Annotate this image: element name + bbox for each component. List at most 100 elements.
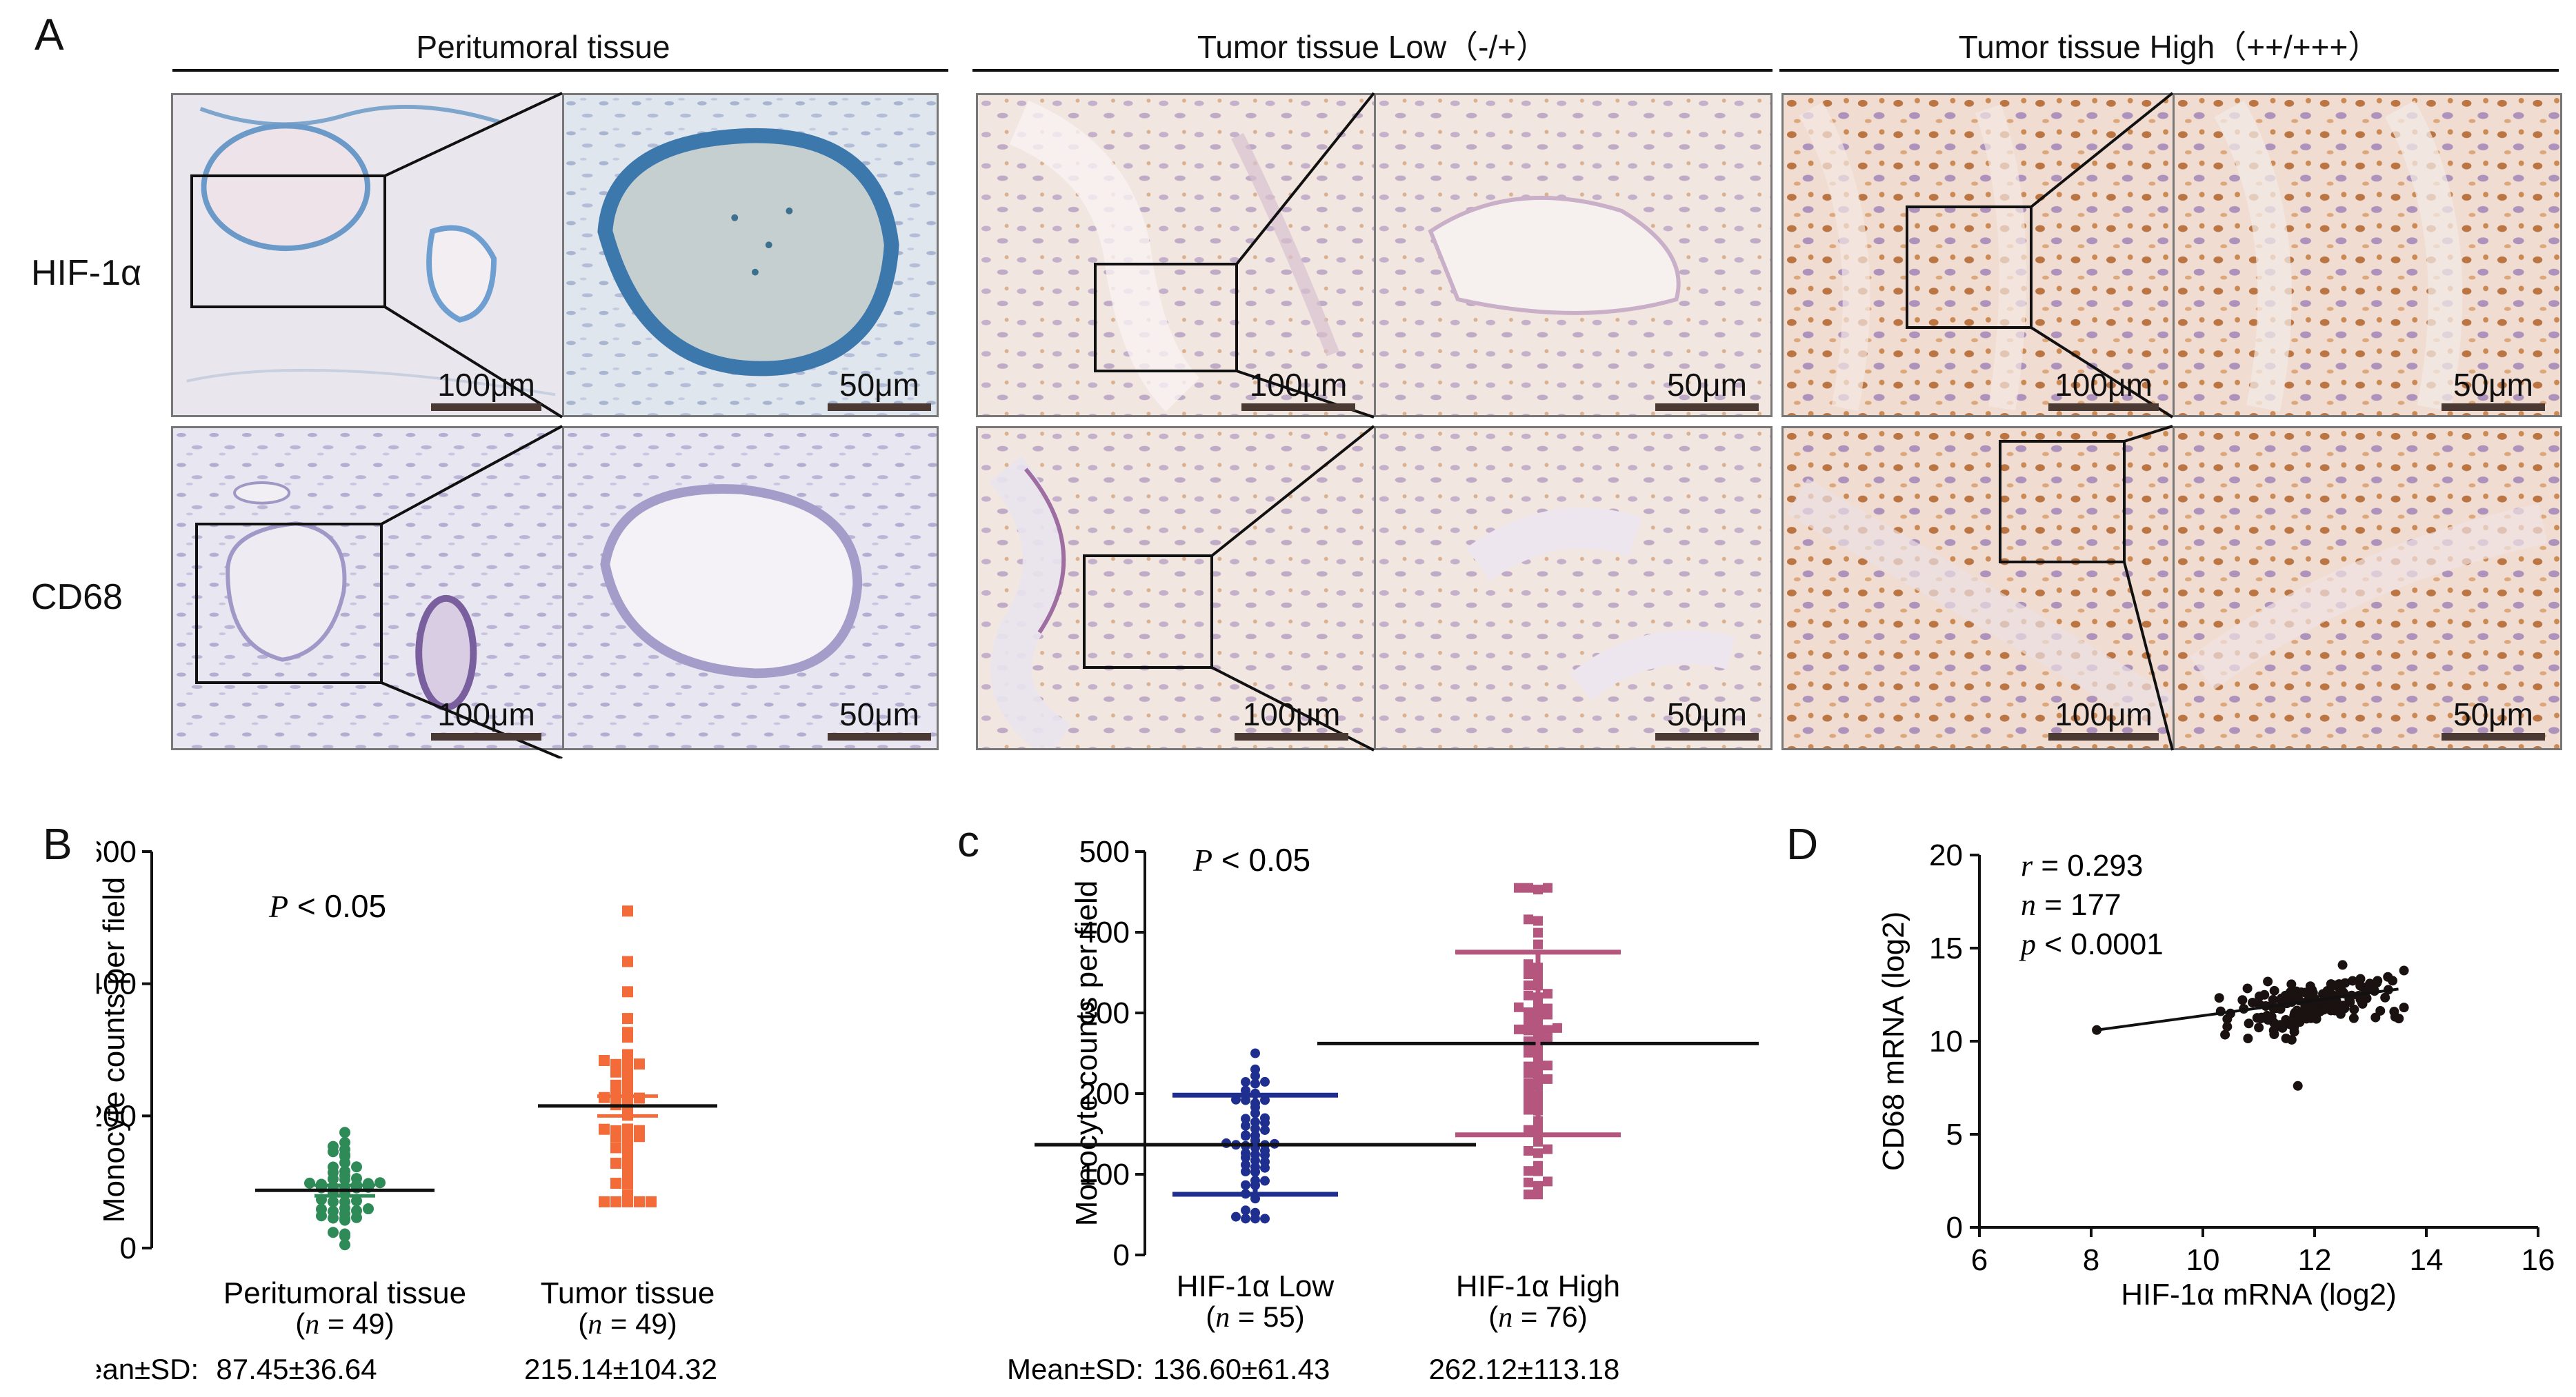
panel-b-letter: B: [43, 819, 72, 869]
data-point: [339, 1127, 350, 1138]
data-point: [1241, 1095, 1250, 1105]
series-points-0: [1221, 1048, 1279, 1224]
data-point: [1260, 1176, 1270, 1186]
data-point: [2259, 989, 2270, 1000]
scale-bar-label: 100μm: [437, 367, 535, 403]
zoom-connector: [2124, 425, 2173, 443]
data-point: [2244, 1018, 2254, 1029]
data-point: [1533, 1136, 1543, 1147]
data-point: [599, 1196, 610, 1207]
y-tick-label: 20: [1929, 838, 1963, 872]
data-point: [1514, 883, 1524, 893]
data-point: [1241, 1205, 1250, 1216]
data-point: [622, 1013, 633, 1025]
micrograph-high-hif-overview: [1781, 93, 2175, 417]
category-label: Peritumoral tissue: [223, 1276, 466, 1310]
stat-annotation: n = 177: [2021, 888, 2121, 922]
y-axis-label: Monocyte counts per field: [97, 877, 131, 1223]
n-label: (n = 49): [578, 1307, 677, 1340]
y-tick-label: 15: [1929, 932, 1963, 965]
data-point: [2266, 1012, 2277, 1022]
data-point: [1524, 1094, 1533, 1105]
group-divider: [972, 69, 1773, 72]
data-point: [1241, 1130, 1250, 1140]
data-point: [622, 1027, 633, 1038]
data-point: [634, 1125, 645, 1136]
scale-bar-label: 100μm: [2055, 367, 2153, 403]
data-point: [2348, 976, 2358, 986]
data-point: [1524, 1189, 1533, 1200]
row-label-hif: HIF-1α: [31, 253, 142, 293]
data-point: [1260, 1214, 1270, 1224]
zoom-connector: [381, 681, 563, 758]
scale-bar: 100μm: [431, 698, 541, 741]
data-point: [2375, 1005, 2386, 1016]
group-title-peritumoral: Peritumoral tissue: [416, 29, 670, 65]
data-point: [2252, 1013, 2262, 1023]
data-point: [2222, 1021, 2233, 1032]
y-axis-label: CD68 mRNA (log2): [1877, 912, 1910, 1172]
data-point: [1524, 1007, 1533, 1017]
data-point: [351, 1195, 362, 1207]
data-point: [2300, 1001, 2310, 1012]
data-point: [2268, 1025, 2279, 1036]
data-point: [339, 1165, 350, 1177]
data-point: [1524, 914, 1533, 925]
data-point: [622, 1059, 633, 1071]
data-point: [1543, 1176, 1552, 1187]
mean-sd-label: Mean±SD:: [1007, 1353, 1144, 1385]
chart-c: 0 100 200 300 400 500 Monocyte counts per fiel…: [1007, 835, 1759, 1385]
micrograph-high-hif-zoom: [2173, 93, 2562, 417]
data-point: [1524, 990, 1533, 1001]
data-point: [2311, 1014, 2322, 1024]
data-point: [622, 1123, 633, 1135]
data-point: [1543, 989, 1552, 999]
x-axis-label: HIF-1α mRNA (log2): [2121, 1278, 2397, 1311]
data-point: [1524, 1103, 1533, 1113]
data-point: [1250, 1078, 1260, 1089]
data-point: [2290, 1016, 2300, 1026]
x-tick-label: 10: [2186, 1243, 2220, 1277]
data-point: [2300, 987, 2310, 998]
data-point: [599, 1123, 610, 1135]
group-divider: [172, 69, 948, 72]
zoom-box: [1094, 263, 1238, 372]
x-tick-label: 8: [2083, 1243, 2099, 1277]
data-point: [2269, 985, 2279, 996]
data-point: [1543, 1061, 1552, 1071]
data-point: [2268, 995, 2278, 1005]
data-point: [1514, 1002, 1524, 1012]
data-point: [622, 1160, 633, 1172]
data-point: [610, 1178, 621, 1189]
zoom-connector: [2030, 326, 2174, 419]
data-point: [328, 1227, 339, 1238]
panel-c-letter: c: [957, 816, 979, 866]
scale-bar: 100μm: [2048, 369, 2159, 411]
data-point: [1524, 1166, 1533, 1176]
data-point: [1533, 1180, 1543, 1191]
group-divider: [1779, 69, 2559, 72]
data-point: [610, 1058, 621, 1070]
n-label: (n = 76): [1488, 1300, 1588, 1334]
data-point: [328, 1161, 339, 1173]
data-point: [1524, 1085, 1533, 1096]
scale-bar: 50μm: [828, 369, 931, 411]
data-point: [2220, 1029, 2230, 1040]
chart-d: 0 5 10 15 20 6 8 10 12 14 16 HIF-1α mRNA (log2) CD68…: [1877, 838, 2555, 1311]
scale-bar: 50μm: [2442, 369, 2545, 411]
data-point: [1241, 1120, 1250, 1131]
data-point: [622, 1189, 633, 1201]
data-point: [328, 1205, 339, 1217]
zoom-box: [190, 174, 386, 308]
scale-bar: 100μm: [1235, 698, 1348, 741]
data-point: [328, 1196, 339, 1207]
series-points-1: [599, 905, 657, 1207]
data-point: [2388, 976, 2398, 986]
zoom-connector: [2030, 92, 2174, 208]
data-point: [1241, 1160, 1250, 1170]
data-point: [351, 1205, 362, 1216]
data-point: [1524, 1177, 1533, 1187]
data-point: [2357, 998, 2368, 1009]
zoom-indicators: [190, 92, 2174, 758]
data-point: [363, 1203, 374, 1215]
